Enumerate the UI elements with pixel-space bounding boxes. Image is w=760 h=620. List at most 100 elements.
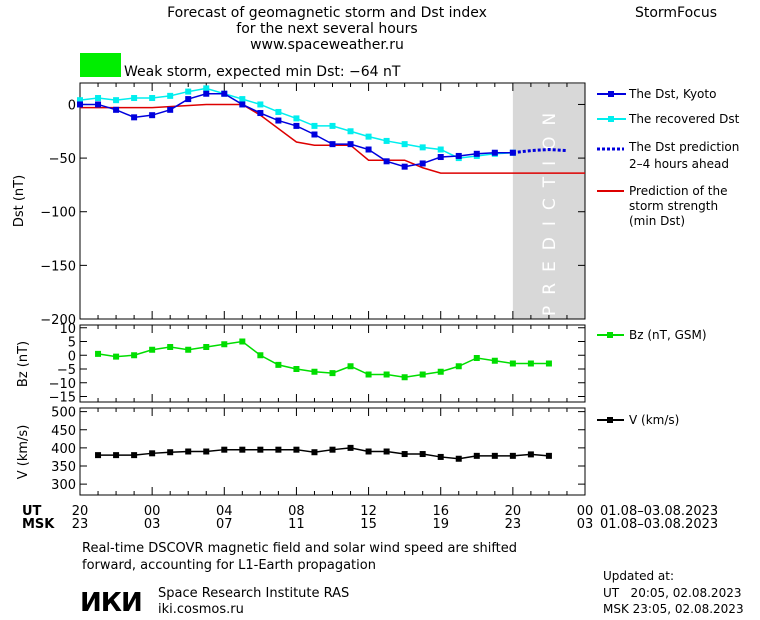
dst-kyoto-point (239, 101, 246, 108)
dst-panel-frame (79, 82, 586, 320)
dst-recovered-point (77, 97, 83, 104)
dst-recovered-point (293, 115, 300, 122)
v-point (113, 452, 120, 459)
dst-kyoto-point (437, 154, 444, 161)
bz-point (239, 338, 246, 345)
ut-tick-label: 20 (72, 504, 89, 519)
v-ytick-label: 500 (51, 406, 76, 421)
dst-recovered-point (365, 133, 372, 140)
v-ytick-label: 400 (51, 442, 76, 457)
v-point (491, 452, 498, 459)
legend-v: V (km/s) (629, 413, 679, 427)
dst-ytick-label: −150 (40, 259, 76, 274)
bz-point (419, 371, 426, 378)
dst-kyoto-point (131, 114, 138, 121)
bz-ytick-label: 5 (68, 336, 76, 351)
ut-tick-label: 00 (144, 504, 161, 519)
dst-kyoto-point (455, 152, 462, 159)
ut-tick-label: 16 (432, 504, 449, 519)
dst-kyoto-point (401, 163, 408, 170)
footer-note-line-2: forward, accounting for L1-Earth propaga… (82, 558, 376, 573)
dst-kyoto-point (149, 112, 156, 119)
v-point (527, 451, 534, 458)
v-ytick-label: 350 (51, 460, 76, 475)
bz-point (185, 346, 192, 353)
dst-recovered-point (419, 144, 426, 151)
bz-axis-label: Bz (nT) (16, 341, 31, 387)
bz-point (365, 371, 372, 378)
bz-line (97, 340, 549, 379)
ut-axis-label: UT (22, 504, 42, 519)
msk-axis-label: MSK (22, 517, 55, 532)
bz-point (149, 346, 156, 353)
v-point (347, 444, 354, 451)
v-point (545, 452, 552, 459)
legend-dst-kyoto: The Dst, Kyoto (628, 87, 716, 101)
dst-kyoto-point (275, 117, 282, 124)
v-point (455, 455, 462, 462)
v-point (329, 446, 336, 453)
msk-tick-label: 11 (288, 517, 305, 532)
prediction-label: PREDICTION (540, 102, 560, 316)
bz-point (347, 363, 354, 370)
bz-point (293, 366, 300, 372)
bz-point (311, 368, 318, 375)
dst-prediction-line (512, 148, 568, 155)
ut-tick-label: 04 (216, 504, 233, 519)
bz-point (455, 363, 462, 370)
dst-recovered-point (401, 141, 408, 148)
legend-dst-kyoto-marker (608, 91, 614, 97)
bz-point (113, 353, 120, 360)
storm-level-swatch (80, 53, 121, 77)
v-ytick-label: 450 (51, 424, 76, 439)
v-point (275, 446, 282, 453)
bz-ytick-label: −10 (49, 377, 76, 392)
institute-name: Space Research Institute RAS (158, 586, 349, 601)
v-point (509, 452, 516, 459)
dst-kyoto-point (311, 131, 318, 138)
bz-point (329, 370, 336, 377)
bz-point (491, 357, 498, 364)
v-point (95, 452, 102, 459)
dst-kyoto-point (329, 141, 336, 148)
ut-date-range: 01.08–03.08.2023 (600, 504, 718, 519)
brand-name: StormFocus (635, 5, 717, 21)
ut-tick-label: 12 (360, 504, 377, 519)
dst-recovered-point (257, 101, 264, 108)
v-point (131, 452, 138, 459)
dst-ytick-label: −100 (40, 206, 76, 221)
legend-dst-prediction-1: The Dst prediction (628, 140, 739, 154)
v-point (293, 446, 300, 453)
dst-recovered-point (185, 88, 192, 95)
bz-ytick-label: 10 (59, 322, 76, 337)
dst-recovered-point (113, 97, 120, 104)
ut-tick-label: 00 (577, 504, 594, 519)
msk-tick-label: 03 (577, 517, 594, 532)
v-point (365, 448, 372, 455)
bz-point (401, 374, 408, 381)
bz-ytick-label: 0 (68, 349, 76, 364)
msk-date-range: 01.08–03.08.2023 (600, 517, 718, 532)
updated-msk: MSK 23:05, 02.08.2023 (603, 602, 744, 616)
ut-tick-label: 08 (288, 504, 305, 519)
v-point (203, 448, 210, 455)
v-point (257, 446, 264, 453)
bz-point (131, 352, 138, 359)
institute-site: iki.cosmos.ru (158, 602, 244, 617)
dst-kyoto-point (221, 90, 228, 97)
legend-storm-strength-1: Prediction of the (629, 184, 728, 198)
v-point (437, 453, 444, 460)
bz-point (203, 344, 210, 350)
updated-label: Updated at: (603, 569, 674, 583)
legend: The Dst, Kyoto The recovered Dst The Dst… (597, 87, 740, 427)
bz-point (509, 360, 516, 367)
dst-ytick-label: −200 (40, 313, 76, 328)
dst-recovered-point (167, 92, 174, 99)
legend-v-marker (607, 417, 613, 423)
v-point (383, 448, 390, 455)
bz-point (437, 368, 444, 375)
dst-kyoto-point (347, 141, 354, 148)
v-point (149, 450, 156, 457)
dst-recovered-point (311, 122, 318, 129)
msk-tick-label: 15 (360, 517, 377, 532)
